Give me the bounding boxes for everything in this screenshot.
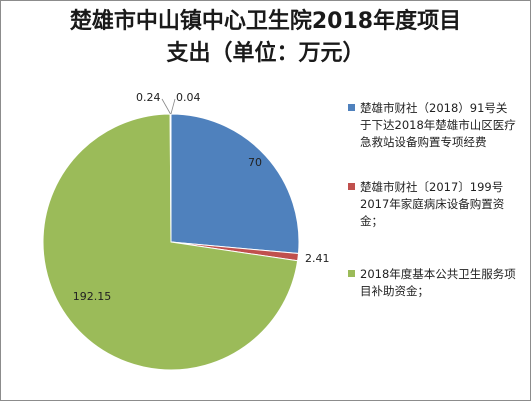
legend-key-blue — [348, 104, 355, 111]
data-label-5: 0.04 — [176, 91, 201, 104]
legend: 楚雄市财社（2018）91号关于下达2018年楚雄市山区医疗急救站设备购置专项经… — [348, 100, 518, 300]
leader-lines — [161, 98, 176, 115]
legend-item-3: 2018年度基本公共卫生服务项目补助资金； — [348, 266, 518, 300]
chart-title-line-2: 支出（单位：万元） — [166, 41, 365, 66]
legend-label-1: 楚雄市财社（2018）91号关于下达2018年楚雄市山区医疗急救站设备购置专项经… — [360, 101, 516, 149]
data-label-4: 0.24 — [136, 91, 161, 104]
pie-slices — [42, 113, 300, 371]
leader-line-5 — [170, 98, 176, 115]
legend-key-red — [348, 183, 355, 190]
data-label-2: 2.41 — [305, 252, 330, 265]
data-label-3: 192.15 — [73, 290, 112, 303]
chart-title-line-1: 楚雄市中山镇中心卫生院2018年度项目 — [69, 9, 462, 34]
legend-item-2: 楚雄市财社〔2017〕199号2017年家庭病床设备购置资金； — [348, 179, 518, 230]
legend-label-2: 楚雄市财社〔2017〕199号2017年家庭病床设备购置资金； — [360, 180, 505, 228]
leader-line-4 — [161, 98, 171, 115]
pie-slice-3 — [42, 113, 299, 371]
legend-item-1: 楚雄市财社（2018）91号关于下达2018年楚雄市山区医疗急救站设备购置专项经… — [348, 100, 518, 151]
legend-key-green — [348, 270, 355, 277]
data-labels: 70 2.41 192.15 0.24 0.04 — [73, 91, 330, 303]
data-label-1: 70 — [248, 156, 262, 169]
legend-label-3: 2018年度基本公共卫生服务项目补助资金； — [360, 267, 516, 298]
pie-slice-1 — [170, 113, 300, 255]
chart-title: 楚雄市中山镇中心卫生院2018年度项目 支出（单位：万元） — [0, 6, 531, 70]
